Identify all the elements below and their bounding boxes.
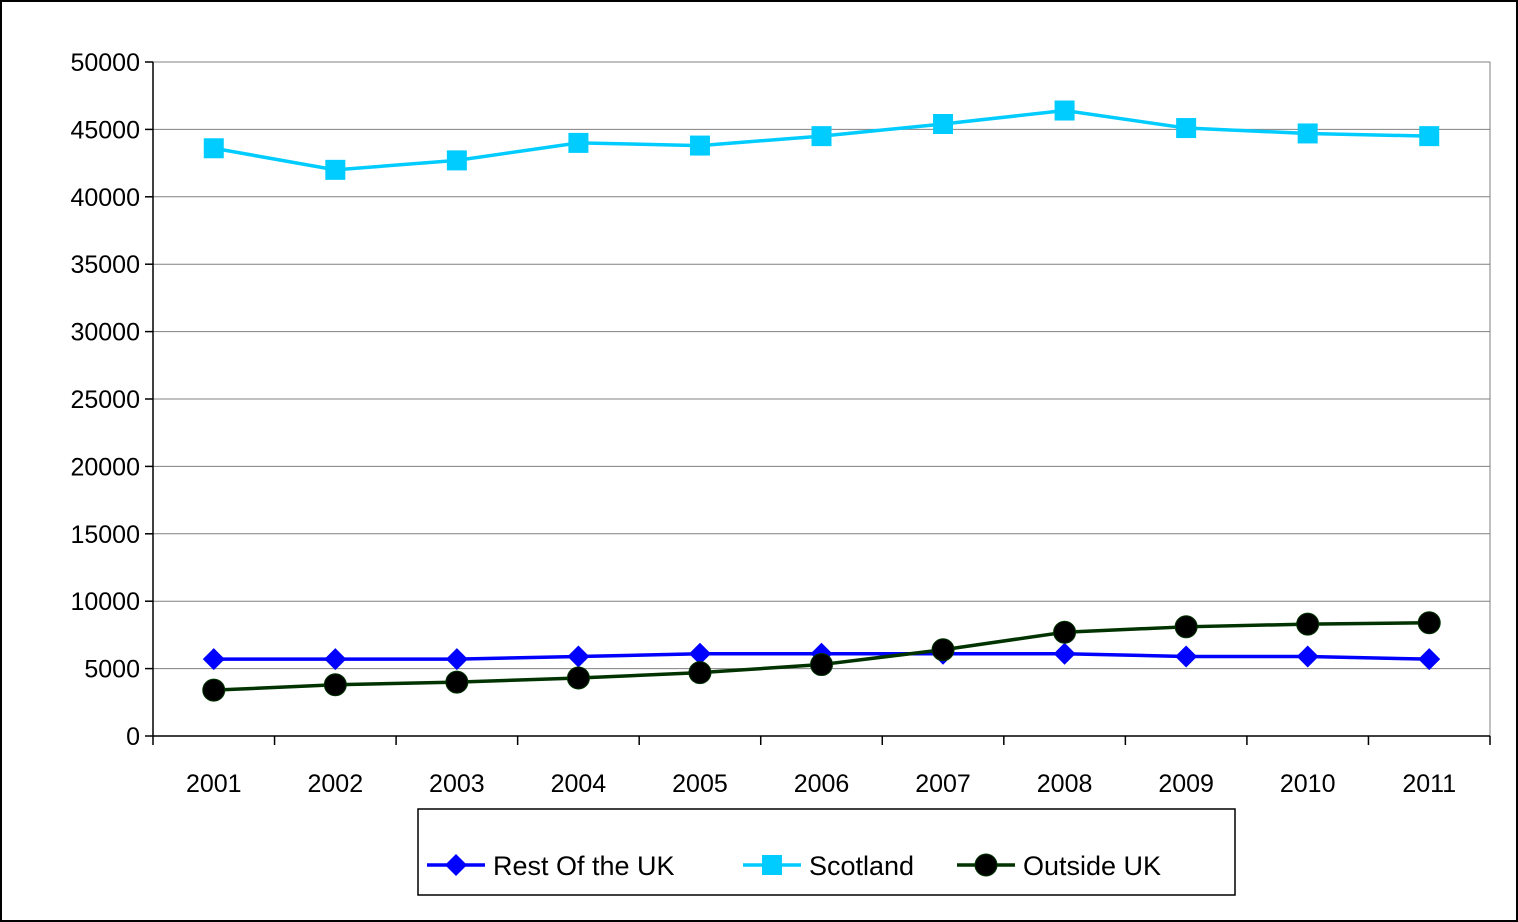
legend-box xyxy=(417,808,1236,896)
data-point xyxy=(202,678,226,702)
data-point xyxy=(688,661,712,685)
data-point xyxy=(688,642,711,665)
data-point xyxy=(1053,642,1076,665)
y-tick-label: 0 xyxy=(126,723,140,751)
axes: 0 5000 10000 15000 20000 25000 30000 35000 40000… xyxy=(70,49,1491,798)
y-tick-label: 10000 xyxy=(70,588,140,616)
series-outside-uk xyxy=(202,611,1441,702)
data-point xyxy=(445,670,469,694)
x-tick-label: 2003 xyxy=(429,770,485,798)
data-point xyxy=(933,114,954,135)
series-scotland xyxy=(203,100,1440,180)
legend-label: Scotland xyxy=(809,851,914,881)
y-tick-label: 35000 xyxy=(70,251,140,279)
y-tick-label: 45000 xyxy=(70,116,140,144)
data-point xyxy=(1053,620,1077,644)
y-tick-label: 20000 xyxy=(70,453,140,481)
x-tick-label: 2009 xyxy=(1158,770,1214,798)
data-point xyxy=(325,159,346,180)
legend-label: Rest Of the UK xyxy=(493,851,675,881)
x-tick-label: 2010 xyxy=(1280,770,1336,798)
legend-marker xyxy=(974,853,998,877)
data-point xyxy=(689,135,710,156)
data-point xyxy=(568,132,589,153)
data-point xyxy=(810,653,833,677)
legend: Rest Of the UK Scotland Outside UK xyxy=(417,808,1236,896)
legend-marker xyxy=(762,855,782,875)
x-tick-label: 2001 xyxy=(186,770,242,798)
data-point xyxy=(811,126,832,147)
x-tick-label: 2011 xyxy=(1402,770,1456,798)
data-point xyxy=(203,138,224,159)
y-tick-label: 30000 xyxy=(70,319,140,347)
y-tick-label: 15000 xyxy=(70,521,140,549)
data-point xyxy=(1297,123,1318,144)
x-tick-label: 2006 xyxy=(794,770,850,798)
y-tick-label: 5000 xyxy=(84,656,140,684)
data-point xyxy=(1176,118,1197,139)
legend-marker xyxy=(445,854,467,876)
y-tick-label: 40000 xyxy=(70,184,140,212)
data-point xyxy=(566,666,590,690)
x-tick-label: 2007 xyxy=(915,770,971,798)
x-tick-label: 2005 xyxy=(672,770,728,798)
data-point xyxy=(931,638,955,662)
data-point xyxy=(1296,612,1320,636)
legend-label: Outside UK xyxy=(1023,851,1161,881)
legend-entry-outside-uk: Outside UK xyxy=(957,851,1161,881)
x-tick-label: 2008 xyxy=(1037,770,1093,798)
data-point xyxy=(446,150,467,171)
legend-entry-rest-of-the-uk: Rest Of the UK xyxy=(427,851,675,881)
data-point xyxy=(1419,126,1440,147)
x-tick-label: 2002 xyxy=(308,770,364,798)
data-point xyxy=(1174,615,1198,639)
y-tick-label: 50000 xyxy=(70,49,140,77)
data-point xyxy=(1418,648,1441,671)
data-point xyxy=(445,648,468,671)
series-group xyxy=(202,100,1441,702)
data-point xyxy=(1417,611,1441,635)
data-point xyxy=(323,673,347,697)
x-tick-label: 2004 xyxy=(551,770,607,798)
data-point xyxy=(324,648,347,671)
data-point xyxy=(567,645,590,668)
data-point xyxy=(1175,645,1198,668)
data-point xyxy=(1296,645,1319,668)
y-tick-label: 25000 xyxy=(70,386,140,414)
legend-entry-scotland: Scotland xyxy=(743,851,914,881)
data-point xyxy=(1054,100,1075,121)
data-point xyxy=(202,648,225,671)
